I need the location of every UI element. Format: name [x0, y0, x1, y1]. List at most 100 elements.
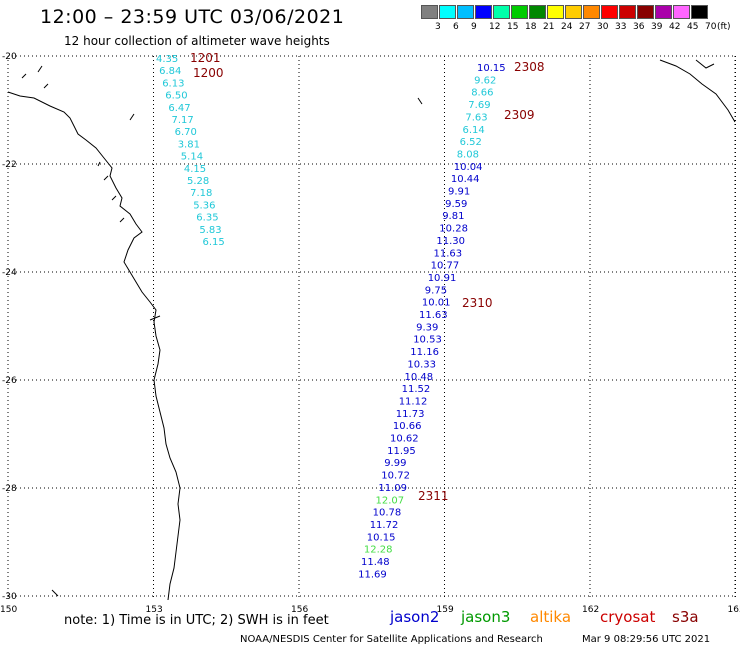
swh-value: 7.69 — [468, 100, 490, 111]
swh-value: 10.53 — [413, 335, 442, 346]
legend-tick-label: 30 — [597, 22, 609, 32]
swh-value: 8.08 — [457, 149, 479, 160]
legend-tick-label: 45 — [687, 22, 699, 32]
island — [43, 83, 49, 89]
lat-label: -20 — [2, 52, 17, 62]
legend-swatch — [529, 5, 546, 19]
legend-swatch — [457, 5, 474, 19]
swh-value: 6.70 — [175, 127, 197, 138]
legend-swatch — [601, 5, 618, 19]
map-subtitle: 12 hour collection of altimeter wave hei… — [64, 34, 330, 48]
legend-tick-label: 21 — [543, 22, 555, 32]
legend-swatch — [637, 5, 654, 19]
pass-time-label: 2308 — [514, 60, 545, 74]
swh-value: 9.91 — [448, 187, 470, 198]
island-coast — [659, 59, 736, 123]
swh-value: 3.81 — [178, 139, 200, 150]
credit-line: NOAA/NESDIS Center for Satellite Applica… — [240, 634, 543, 645]
legend-tick-label: 42 — [669, 22, 681, 32]
swh-value: 9.59 — [445, 199, 467, 210]
swh-value: 10.44 — [451, 174, 480, 185]
lon-label: 159 — [437, 605, 454, 615]
legend-swatch — [439, 5, 456, 19]
pass-time-label: 1200 — [193, 66, 224, 80]
legend-swatches — [421, 5, 709, 19]
swh-value: 11.09 — [378, 483, 407, 494]
legend-tick-label: 6 — [453, 22, 459, 32]
island — [149, 315, 161, 321]
legend-tick-label: 18 — [525, 22, 537, 32]
lat-label: -26 — [2, 376, 17, 386]
swh-value: 11.30 — [436, 236, 465, 247]
satellite-label: altika — [530, 608, 572, 626]
swh-value: 9.99 — [384, 458, 406, 469]
swh-value: 6.47 — [168, 103, 190, 114]
swh-value: 11.69 — [358, 569, 387, 580]
swh-value: 11.95 — [387, 446, 416, 457]
swh-value: 6.13 — [162, 78, 184, 89]
legend-tick-label: 12 — [489, 22, 501, 32]
swh-value: 5.28 — [187, 176, 209, 187]
swh-value: 10.48 — [405, 372, 434, 383]
swh-value: 9.81 — [442, 211, 464, 222]
swh-value: 10.28 — [439, 224, 468, 235]
pass-time-label: 2311 — [418, 489, 449, 503]
swh-value: 9.75 — [425, 285, 447, 296]
satellite-label: jason3 — [461, 608, 511, 626]
swh-value: 7.17 — [172, 115, 194, 126]
legend-tick-label: 24 — [561, 22, 573, 32]
lon-label: 153 — [146, 605, 163, 615]
pass-time-label: 1201 — [190, 51, 221, 65]
legend-swatch — [565, 5, 582, 19]
pass-time-label: 2309 — [504, 108, 535, 122]
swh-value: 11.73 — [396, 409, 425, 420]
lon-label: 156 — [291, 605, 308, 615]
generated-time: Mar 9 08:29:56 UTC 2021 — [582, 634, 711, 645]
legend-unit: (ft) — [717, 22, 731, 32]
swh-value: 8.66 — [471, 88, 493, 99]
swh-value: 10.77 — [431, 261, 460, 272]
swh-value: 10.15 — [477, 63, 506, 74]
island — [129, 113, 135, 121]
swh-value: 10.78 — [373, 508, 402, 519]
swh-value: 10.62 — [390, 434, 419, 445]
island — [417, 97, 423, 105]
satellite-label: s3a — [672, 608, 699, 626]
swh-value: 10.72 — [381, 471, 410, 482]
swh-value: 10.66 — [393, 421, 422, 432]
legend-swatch — [673, 5, 690, 19]
swh-value: 12.28 — [364, 545, 393, 556]
swh-value: 10.15 — [367, 532, 396, 543]
lon-label: 150 — [0, 605, 17, 615]
footer-note: note: 1) Time is in UTC; 2) SWH is in fe… — [64, 613, 329, 628]
legend-tick-label: 36 — [633, 22, 645, 32]
swh-value: 5.36 — [193, 200, 215, 211]
swh-value: 5.14 — [181, 152, 203, 163]
color-legend: 3 6 9 12 15 18 21 24 27 30 33 36 39 42 45 70 (ft) — [421, 5, 731, 32]
legend-swatch — [619, 5, 636, 19]
island — [111, 195, 117, 201]
legend-swatch — [475, 5, 492, 19]
swh-value: 6.15 — [203, 237, 225, 248]
swh-value: 11.63 — [434, 248, 463, 259]
legend-swatch — [511, 5, 528, 19]
legend-tick-label: 33 — [615, 22, 627, 32]
lat-label: -22 — [2, 160, 17, 170]
swh-value: 11.12 — [399, 396, 428, 407]
lat-label: -30 — [2, 592, 17, 602]
swh-value: 6.14 — [463, 125, 485, 136]
legend-tick-label: 70 — [705, 22, 717, 32]
axis-labels: -20 -22 -24 -26 -28 -30 150 153 156 159 162 165 — [0, 52, 740, 615]
swh-value: 10.01 — [422, 298, 451, 309]
legend-tick-label: 39 — [651, 22, 663, 32]
island-coast — [695, 59, 715, 69]
satellite-label: cryosat — [600, 608, 656, 626]
altimeter-tracks: 4.356.846.13 6.506.477.176.703.81 5.144.15… — [156, 54, 506, 580]
satellite-label: jason2 — [390, 608, 440, 626]
lon-label: 162 — [582, 605, 599, 615]
swh-value: 11.72 — [370, 520, 399, 531]
lat-label: -28 — [2, 484, 17, 494]
lon-label: 165 — [728, 605, 740, 615]
swh-value: 9.39 — [416, 322, 438, 333]
swh-value: 11.16 — [410, 347, 439, 358]
